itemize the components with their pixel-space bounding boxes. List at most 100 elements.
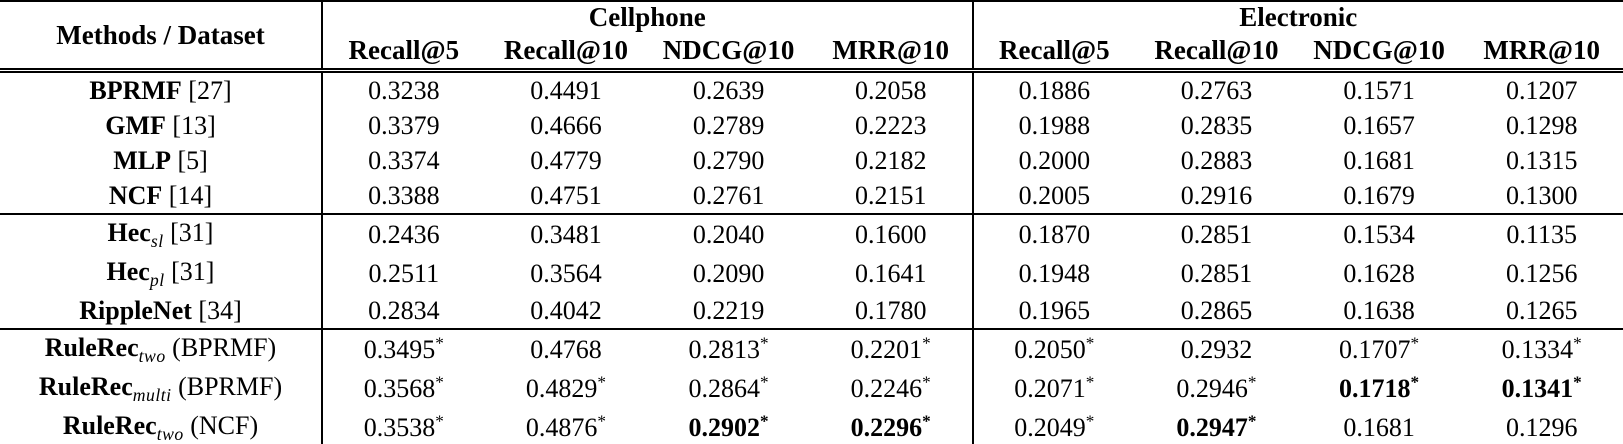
- metric-cell: 0.1948: [971, 254, 1136, 294]
- metric-header: NDCG@10: [647, 33, 810, 73]
- method-label: Hecpl [31]: [0, 254, 322, 293]
- significance-star: *: [760, 411, 769, 431]
- metric-cell: 0.1341*: [1501, 372, 1582, 404]
- metric-cell: 0.2851: [1180, 258, 1253, 288]
- significance-star: *: [922, 372, 931, 392]
- group-header-row: Methods / Dataset Cellphone Electronic: [0, 1, 1623, 73]
- metric-cell: 0.2916: [1180, 180, 1253, 210]
- method-label: RuleRectwo (NCF): [0, 409, 322, 444]
- significance-star: *: [1247, 372, 1257, 392]
- metric-cell: 0.2851: [1180, 219, 1253, 249]
- significance-star: *: [1410, 333, 1420, 353]
- metric-cell: 0.2790: [692, 145, 765, 175]
- significance-star: *: [760, 372, 769, 392]
- metric-cell: 0.2223: [854, 110, 927, 140]
- method-reference: (BPRMF): [165, 332, 277, 362]
- metric-cell: 0.1315: [1505, 145, 1578, 175]
- metric-cell: 0.1571: [1343, 75, 1415, 105]
- table-row: MLP [5] 0.3374 0.4779 0.2790 0.2182 0.2000 0.2…: [0, 143, 1623, 178]
- table-row: RuleRectwo (BPRMF) 0.3495* 0.4768 0.2813* 0.…: [0, 329, 1623, 370]
- significance-star: *: [1573, 372, 1582, 392]
- method-label: BPRMF [27]: [0, 71, 322, 109]
- method-reference: [13]: [165, 110, 216, 140]
- significance-star: *: [435, 333, 444, 353]
- metric-cell: 0.2789: [692, 110, 765, 140]
- metric-cell: 0.2058: [854, 75, 927, 105]
- metric-cell: 0.3564: [530, 258, 602, 288]
- method-reference: (NCF): [183, 411, 259, 441]
- metric-cell: 0.4779: [530, 145, 602, 175]
- metric-cell: 0.2182: [854, 145, 927, 175]
- metric-cell: 0.1600: [854, 219, 927, 249]
- metric-cell: 0.2883: [1180, 145, 1253, 175]
- metric-cell: 0.3374: [321, 143, 485, 178]
- metric-cell: 0.2246*: [850, 372, 931, 404]
- method-name: RuleRec: [44, 332, 139, 362]
- metric-cell: 0.1300: [1505, 180, 1578, 210]
- metric-cell: 0.1265: [1505, 295, 1578, 325]
- metric-cell: 0.1681: [1343, 413, 1415, 443]
- metric-cell: 0.3568*: [321, 369, 485, 409]
- metric-cell: 0.3388: [321, 178, 485, 214]
- method-name: GMF: [105, 110, 166, 140]
- significance-star: *: [435, 411, 444, 431]
- method-name: RuleRec: [62, 411, 157, 441]
- metric-cell: 0.4751: [530, 180, 602, 210]
- metric-cell: 0.1707*: [1339, 333, 1420, 364]
- metric-cell: 0.3495*: [321, 329, 485, 370]
- metric-cell: 0.1641: [854, 258, 927, 288]
- metric-cell: 0.2763: [1180, 75, 1253, 105]
- table-row: NCF [14] 0.3388 0.4751 0.2761 0.2151 0.2005 0.…: [0, 178, 1623, 214]
- significance-star: *: [922, 333, 931, 353]
- metric-header: Recall@10: [484, 33, 648, 73]
- method-label: RuleRectwo (BPRMF): [0, 329, 322, 369]
- metric-cell: 0.2932: [1180, 334, 1253, 364]
- table-row: RippleNet [34] 0.2834 0.4042 0.2219 0.1780 0.…: [0, 293, 1623, 330]
- method-reference: [34]: [191, 295, 242, 325]
- metric-cell: 0.4876*: [525, 411, 606, 443]
- significance-star: *: [1247, 411, 1257, 431]
- metric-header: Recall@5: [971, 33, 1136, 73]
- method-subscript: sl: [150, 230, 164, 251]
- metric-cell: 0.2151: [854, 180, 927, 210]
- significance-star: *: [1085, 372, 1095, 392]
- method-label: RippleNet [34]: [0, 293, 322, 329]
- significance-star: *: [597, 372, 606, 392]
- group-header-electronic: Electronic: [971, 1, 1623, 33]
- metric-cell: 0.4042: [530, 295, 602, 325]
- significance-star: *: [922, 411, 931, 431]
- method-subscript: multi: [132, 385, 172, 406]
- significance-star: *: [1573, 333, 1582, 353]
- metric-cell: 0.1534: [1343, 219, 1415, 249]
- method-reference: [31]: [164, 256, 215, 286]
- significance-star: *: [1085, 411, 1095, 431]
- metric-cell: 0.1679: [1343, 180, 1415, 210]
- method-subscript: two: [138, 346, 166, 367]
- metric-cell: 0.1296: [1505, 413, 1578, 443]
- metric-cell: 0.1988: [971, 108, 1136, 143]
- metric-cell: 0.2090: [692, 258, 765, 288]
- table-row: Hecpl [31] 0.2511 0.3564 0.2090 0.1641 0.1948…: [0, 254, 1623, 294]
- metric-cell: 0.1780: [854, 295, 927, 325]
- group-header-cellphone: Cellphone: [321, 1, 973, 33]
- row-group: Hecsl [31] 0.2436 0.3481 0.2040 0.1600 0.1870…: [0, 214, 1623, 330]
- metric-cell: 0.2511: [321, 254, 485, 294]
- method-label: RuleRecmulti (BPRMF): [0, 370, 322, 409]
- metric-cell: 0.1657: [1343, 110, 1415, 140]
- method-reference: [31]: [163, 217, 214, 247]
- method-label: GMF [13]: [0, 108, 322, 143]
- metric-header: MRR@10: [809, 33, 973, 73]
- metric-cell: 0.4491: [530, 75, 602, 105]
- metric-cell: 0.2813*: [688, 333, 769, 364]
- method-subscript: pl: [149, 269, 165, 290]
- metric-cell: 0.4829*: [525, 372, 606, 404]
- metric-cell: 0.2865: [1180, 295, 1253, 325]
- method-name: RuleRec: [38, 372, 133, 402]
- row-group: RuleRectwo (BPRMF) 0.3495* 0.4768 0.2813* 0.…: [0, 329, 1623, 444]
- method-subscript: two: [156, 424, 184, 444]
- table-row: BPRMF [27] 0.3238 0.4491 0.2639 0.2058 0.1886…: [0, 70, 1623, 109]
- metric-cell: 0.2000: [971, 143, 1136, 178]
- metric-cell: 0.2835: [1180, 110, 1253, 140]
